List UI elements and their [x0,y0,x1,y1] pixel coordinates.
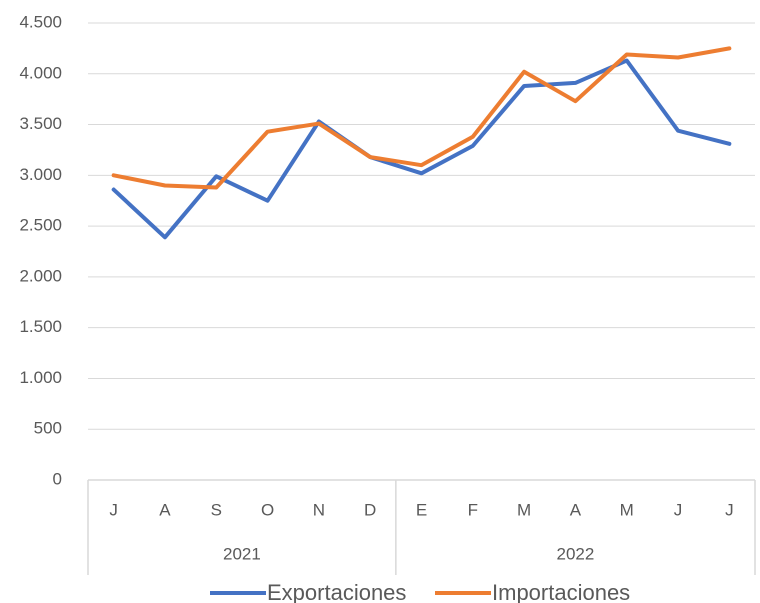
x-tick-label: F [468,500,478,519]
x-tick-label: A [570,500,582,519]
x-tick-label: J [725,500,734,519]
legend-label: Exportaciones [267,580,406,603]
group-label: 2021 [223,544,261,563]
x-tick-label: D [364,500,376,519]
y-tick-label: 0 [53,469,62,488]
legend-label: Importaciones [492,580,630,603]
x-tick-label: M [517,500,531,519]
x-tick-label: O [261,500,274,519]
y-tick-label: 2.500 [19,216,62,235]
series-line [111,46,732,190]
y-tick-label: 4.500 [19,12,62,31]
y-tick-label: 2.000 [19,266,62,285]
x-tick-label: M [620,500,634,519]
x-tick-label: E [416,500,427,519]
y-tick-label: 4.000 [19,63,62,82]
y-tick-label: 3.000 [19,165,62,184]
y-tick-label: 500 [34,419,62,438]
group-label: 2022 [557,544,595,563]
y-tick-label: 1.000 [19,368,62,387]
y-tick-label: 1.500 [19,317,62,336]
x-tick-label: S [211,500,222,519]
x-tick-label: J [674,500,683,519]
x-tick-label: N [313,500,325,519]
x-tick-label: J [109,500,118,519]
series-line [111,58,732,240]
y-tick-label: 3.500 [19,114,62,133]
x-tick-label: A [159,500,171,519]
